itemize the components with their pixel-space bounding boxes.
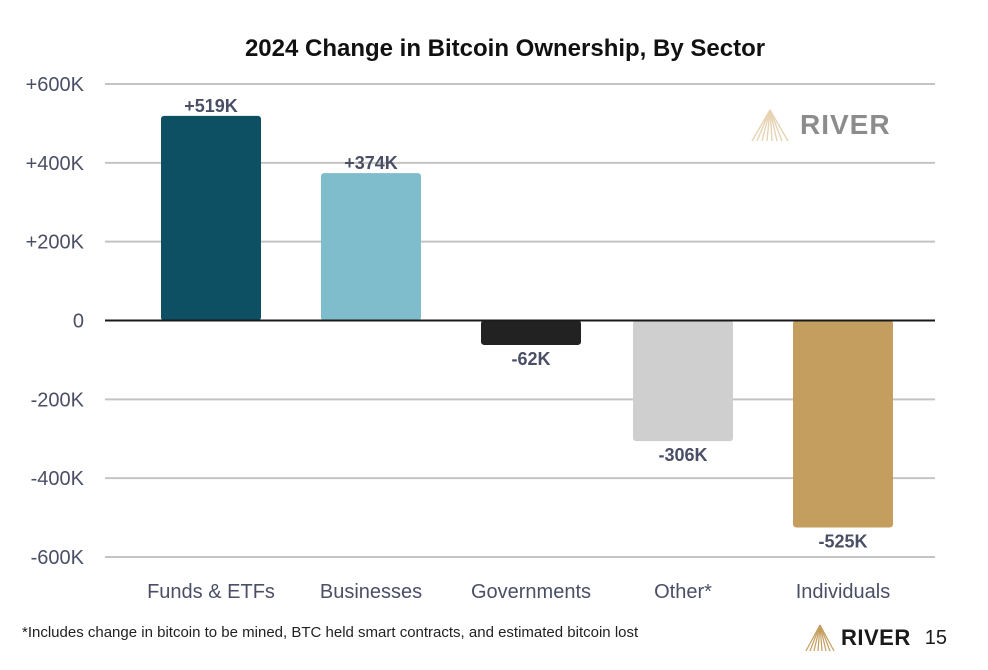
- bar-funds-etfs: [161, 115, 261, 321]
- y-tick-label: -600K: [31, 547, 85, 569]
- chart-title: 2024 Change in Bitcoin Ownership, By Sec…: [245, 35, 765, 62]
- data-labels: +519K +374K -62K -306K -525K: [184, 96, 867, 552]
- data-label: +519K: [184, 96, 238, 116]
- footer-brand: RIVER 15: [805, 624, 947, 652]
- watermark-brand: RIVER: [800, 109, 891, 140]
- data-label: -525K: [818, 531, 867, 551]
- data-label: +374K: [344, 153, 398, 173]
- data-label: -62K: [511, 349, 550, 369]
- river-logo-icon: [805, 624, 835, 652]
- y-tick-label: -400K: [31, 468, 85, 490]
- bar-individuals: [793, 320, 893, 528]
- y-tick-label: -200K: [31, 389, 85, 411]
- data-label: -306K: [658, 445, 707, 465]
- bar-businesses: [321, 173, 421, 321]
- x-axis-ticks: Funds & ETFs Businesses Governments Other* I…: [147, 581, 890, 603]
- y-tick-label: 0: [73, 311, 84, 333]
- y-tick-label: +400K: [26, 153, 85, 175]
- footnote: *Includes change in bitcoin to be mined,…: [22, 624, 639, 641]
- x-tick-label: Governments: [471, 581, 591, 603]
- x-tick-label: Other*: [654, 581, 712, 603]
- watermark: RIVER: [750, 108, 891, 142]
- y-tick-label: +200K: [26, 232, 85, 254]
- y-tick-label: +600K: [26, 74, 85, 96]
- x-tick-label: Businesses: [320, 581, 422, 603]
- river-logo-icon: [751, 109, 789, 142]
- x-tick-label: Funds & ETFs: [147, 581, 275, 603]
- footer-brand-name: RIVER: [841, 625, 911, 650]
- bar-chart: 2024 Change in Bitcoin Ownership, By Sec…: [26, 35, 935, 603]
- x-tick-label: Individuals: [796, 581, 891, 603]
- bar-governments: [481, 320, 581, 345]
- bars: [161, 115, 893, 528]
- page-number: 15: [924, 626, 947, 649]
- bar-other: [633, 320, 733, 442]
- y-axis-ticks: +600K +400K +200K 0 -200K -400K -600K: [26, 74, 85, 569]
